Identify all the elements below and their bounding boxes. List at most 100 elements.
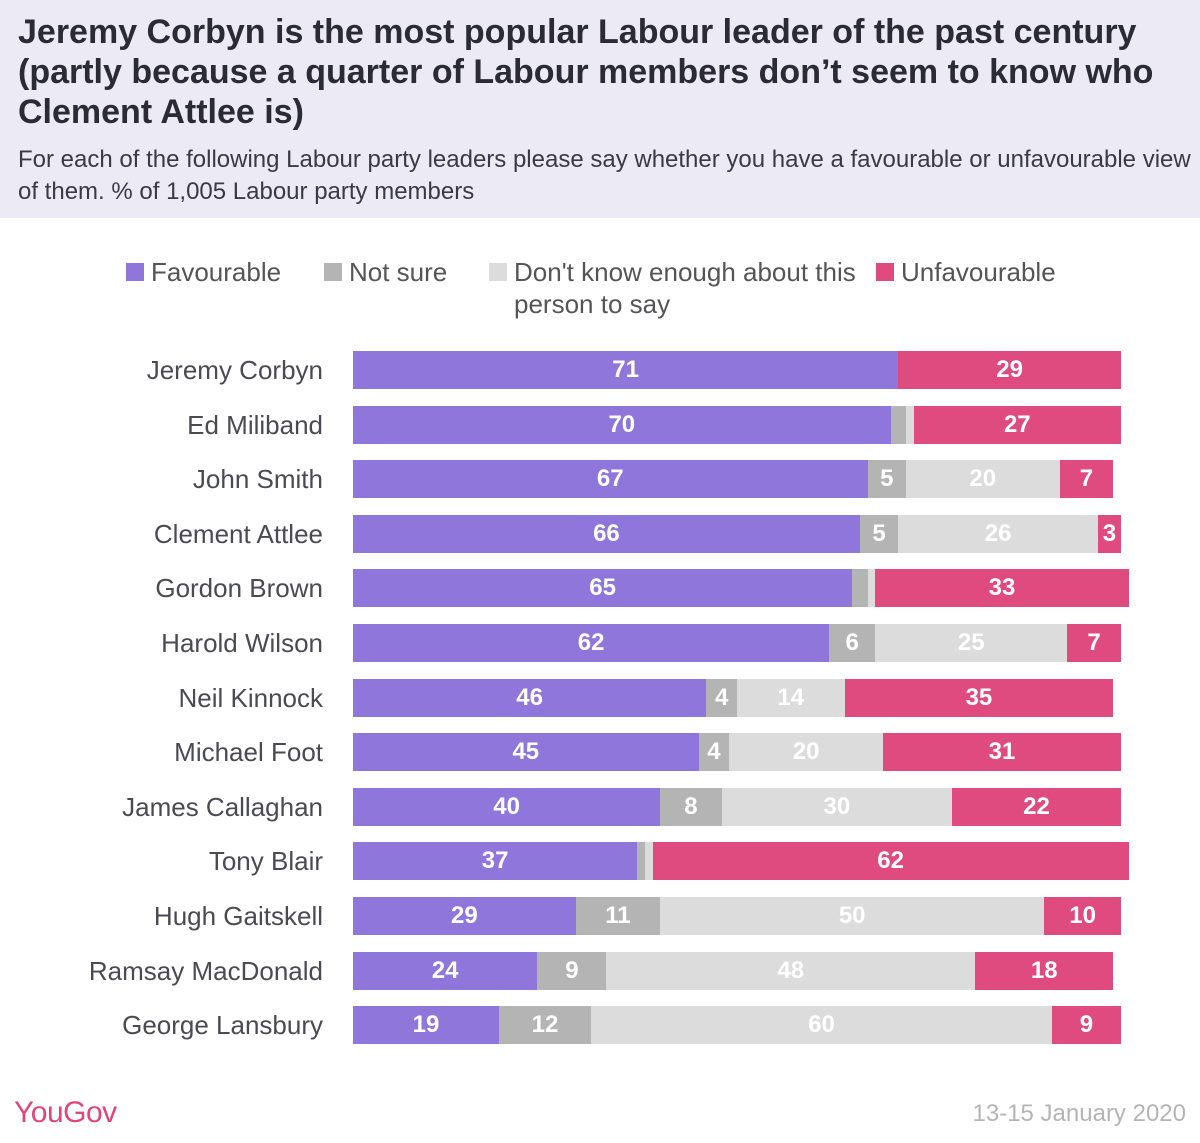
data-label-ramsay-macdonald-3: 18: [1030, 957, 1058, 984]
bar-harold-wilson-favourable: [353, 624, 830, 662]
bar-clement-attlee-don-t-know: [898, 515, 1098, 553]
legend-label-dont-know: Don't know enough about this person to s…: [514, 257, 856, 319]
data-label-jeremy-corbyn-3: 29: [996, 356, 1023, 383]
data-label-ed-miliband-0: 70: [608, 411, 636, 438]
row-label-harold-wilson: Harold Wilson: [161, 628, 323, 658]
header-panel: Jeremy Corbyn is the most popular Labour…: [0, 0, 1200, 218]
row-label-neil-kinnock: Neil Kinnock: [178, 683, 323, 713]
data-label-james-callaghan-2: 30: [823, 793, 851, 820]
data-label-john-smith-1: 5: [880, 465, 894, 492]
bar-ed-miliband-unfavourable: [913, 406, 1121, 444]
data-label-gordon-brown-0: 65: [589, 574, 616, 601]
row-label-clement-attlee: Clement Attlee: [153, 519, 323, 549]
data-label-neil-kinnock-3: 35: [965, 684, 993, 711]
bar-ramsay-macdonald-unfavourable: [975, 952, 1114, 990]
data-label-hugh-gaitskell-0: 29: [451, 902, 478, 929]
bar-michael-foot-not-sure: [698, 733, 730, 771]
data-label-neil-kinnock-2: 14: [777, 684, 805, 711]
bar-ed-miliband-favourable: [353, 406, 891, 444]
bar-john-smith-not-sure: [867, 460, 906, 498]
data-label-ramsay-macdonald-2: 48: [777, 957, 805, 984]
bar-tony-blair-don-t-know: [644, 842, 653, 880]
bar-tony-blair-favourable: [353, 842, 638, 880]
bar-tony-blair-unfavourable: [652, 842, 1129, 880]
data-label-harold-wilson-3: 7: [1087, 629, 1101, 656]
row-label-ed-miliband: Ed Miliband: [187, 410, 323, 440]
bar-michael-foot-favourable: [353, 733, 699, 771]
data-label-michael-foot-0: 45: [512, 738, 540, 765]
legend-swatch-favourable: [126, 263, 144, 281]
bar-neil-kinnock-don-t-know: [737, 679, 845, 717]
bar-neil-kinnock-favourable: [353, 679, 707, 717]
data-label-harold-wilson-2: 25: [957, 629, 985, 656]
chart-subtitle: For each of the following Labour party l…: [18, 146, 1191, 205]
data-label-george-lansbury-1: 12: [531, 1011, 559, 1038]
data-label-hugh-gaitskell-3: 10: [1069, 902, 1096, 929]
bar-james-callaghan-favourable: [353, 788, 661, 826]
bar-harold-wilson-not-sure: [829, 624, 876, 662]
data-label-michael-foot-1: 4: [707, 738, 721, 765]
bar-john-smith-favourable: [353, 460, 868, 498]
row-label-james-callaghan: James Callaghan: [122, 792, 323, 822]
bar-clement-attlee-not-sure: [859, 515, 899, 553]
row-label-tony-blair: Tony Blair: [208, 846, 323, 876]
bar-gordon-brown-favourable: [353, 569, 853, 607]
bar-james-callaghan-not-sure: [660, 788, 722, 826]
bar-john-smith-unfavourable: [1059, 460, 1114, 498]
data-label-jeremy-corbyn-0: 71: [612, 356, 639, 383]
data-label-clement-attlee-2: 26: [984, 520, 1012, 547]
data-label-michael-foot-2: 20: [792, 738, 820, 765]
row-label-michael-foot: Michael Foot: [174, 737, 323, 767]
bar-jeremy-corbyn-favourable: [353, 351, 899, 389]
bar-harold-wilson-unfavourable: [1067, 624, 1121, 662]
data-label-george-lansbury-0: 19: [412, 1011, 440, 1038]
data-label-ramsay-macdonald-0: 24: [431, 957, 459, 984]
row-label-gordon-brown: Gordon Brown: [155, 573, 323, 603]
data-label-clement-attlee-0: 66: [593, 520, 620, 547]
bar-george-lansbury-don-t-know: [591, 1006, 1052, 1044]
legend-label-unfavourable: Unfavourable: [901, 257, 1056, 287]
legend-swatch-unfavourable: [876, 263, 894, 281]
data-label-james-callaghan-3: 22: [1023, 793, 1050, 820]
bar-ed-miliband-not-sure: [890, 406, 906, 444]
data-label-john-smith-2: 20: [969, 465, 997, 492]
data-label-clement-attlee-3: 3: [1102, 520, 1117, 547]
bar-ed-miliband-don-t-know: [905, 406, 914, 444]
data-label-harold-wilson-1: 6: [845, 629, 859, 656]
row-label-george-lansbury: George Lansbury: [122, 1010, 323, 1040]
bar-gordon-brown-don-t-know: [867, 569, 876, 607]
data-label-ed-miliband-3: 27: [1003, 411, 1031, 438]
bar-james-callaghan-unfavourable: [952, 788, 1121, 826]
data-label-harold-wilson-0: 62: [577, 629, 605, 656]
data-label-john-smith-3: 7: [1079, 465, 1094, 492]
data-label-hugh-gaitskell-2: 50: [838, 902, 866, 929]
data-label-michael-foot-3: 31: [988, 738, 1016, 765]
bar-john-smith-don-t-know: [905, 460, 1060, 498]
bar-michael-foot-unfavourable: [882, 733, 1121, 771]
bar-clement-attlee-favourable: [353, 515, 860, 553]
legend-label-not-sure: Not sure: [349, 257, 448, 287]
bar-hugh-gaitskell-favourable: [353, 897, 576, 935]
bar-hugh-gaitskell-not-sure: [575, 897, 661, 935]
bar-hugh-gaitskell-don-t-know: [660, 897, 1045, 935]
data-label-george-lansbury-2: 60: [808, 1011, 835, 1038]
data-label-tony-blair-0: 37: [481, 847, 509, 874]
row-label-jeremy-corbyn: Jeremy Corbyn: [146, 355, 323, 385]
row-label-hugh-gaitskell: Hugh Gaitskell: [153, 901, 323, 931]
bar-neil-kinnock-unfavourable: [844, 679, 1114, 717]
legend-swatch-not-sure: [324, 263, 342, 281]
bar-james-callaghan-don-t-know: [721, 788, 953, 826]
survey-date: 13-15 January 2020: [972, 1100, 1187, 1127]
row-label-ramsay-macdonald: Ramsay MacDonald: [88, 956, 323, 986]
data-label-clement-attlee-1: 5: [872, 520, 886, 547]
bar-gordon-brown-not-sure: [852, 569, 868, 607]
data-label-gordon-brown-3: 33: [988, 574, 1016, 601]
chart-title: Jeremy Corbyn is the most popular Labour…: [18, 13, 1154, 131]
data-label-neil-kinnock-1: 4: [714, 684, 729, 711]
data-label-neil-kinnock-0: 46: [516, 684, 543, 711]
bar-george-lansbury-favourable: [353, 1006, 499, 1044]
bar-ramsay-macdonald-not-sure: [537, 952, 607, 990]
data-label-ramsay-macdonald-1: 9: [565, 957, 579, 984]
bar-gordon-brown-unfavourable: [875, 569, 1129, 607]
bar-ramsay-macdonald-favourable: [353, 952, 538, 990]
